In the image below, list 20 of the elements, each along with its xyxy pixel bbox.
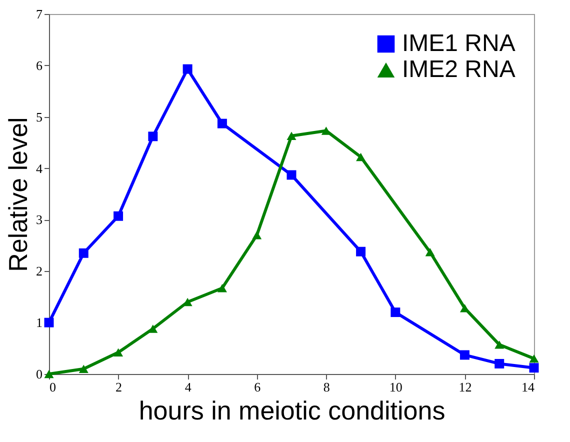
- y-tick-label: 2: [36, 264, 42, 279]
- x-tick-label: 2: [116, 380, 122, 394]
- y-tick-label: 3: [36, 212, 42, 228]
- x-tick-label: 0: [50, 380, 56, 394]
- x-tick-label: 4: [184, 380, 192, 394]
- y-tick-label: 5: [36, 109, 42, 124]
- x-tick-label: 8: [323, 380, 330, 394]
- x-tick-label: 12: [458, 380, 472, 394]
- y-tick-label: 7: [36, 6, 43, 22]
- y-axis-title: Relative level: [3, 117, 33, 272]
- y-tick-label: 0: [36, 366, 42, 382]
- x-axis-title: hours in meiotic conditions: [138, 396, 446, 426]
- x-tick-label: 14: [522, 380, 535, 394]
- y-tick-label: 6: [36, 58, 43, 73]
- y-tick-label: 1: [36, 315, 42, 330]
- x-tick-label: 6: [254, 380, 262, 394]
- legend-label: IME1 RNA: [402, 30, 516, 57]
- y-tick-label: 4: [36, 160, 43, 176]
- x-tick-label: 10: [389, 380, 402, 394]
- legend-label: IME2 RNA: [402, 56, 516, 83]
